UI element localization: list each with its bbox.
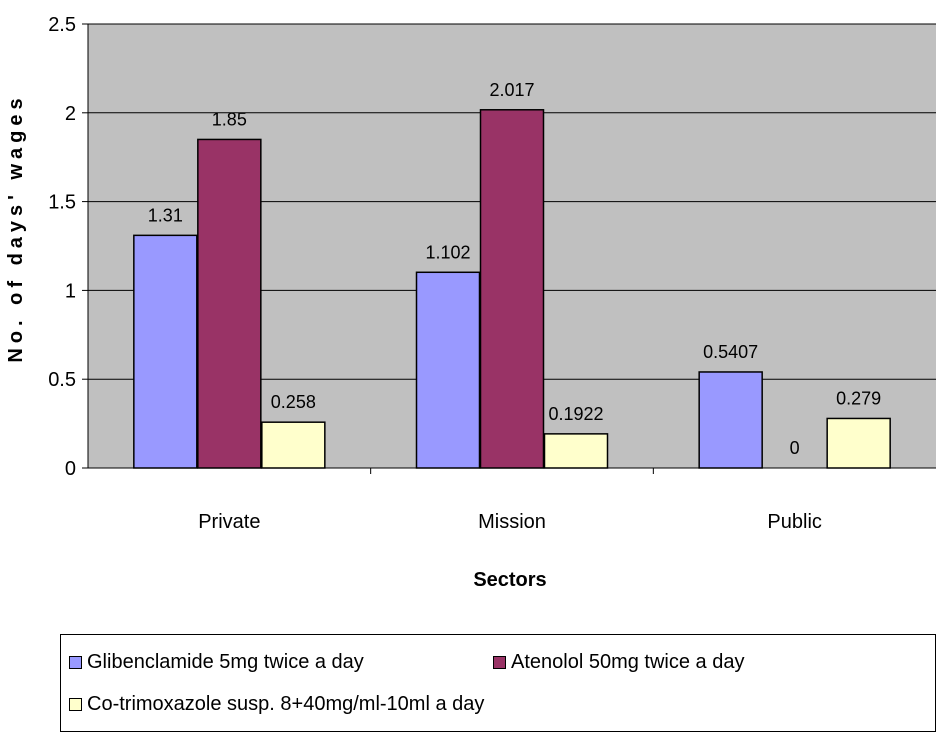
- data-label: 0.279: [836, 388, 881, 408]
- data-label: 2.017: [489, 80, 534, 100]
- bar: [415, 271, 481, 469]
- y-axis-ticks: 0 0.5 1 1.5 2 2.5: [48, 14, 88, 480]
- legend-item: Co-trimoxazole susp. 8+40mg/ml-10ml a da…: [69, 693, 484, 716]
- data-label: 0.258: [271, 392, 316, 412]
- y-tick-label: 2.5: [48, 14, 76, 36]
- legend: Glibenclamide 5mg twice a day Atenolol 50…: [60, 634, 936, 732]
- bar-chart: 00.511.522.5 Private Mission Public 1.311.…: [5, 14, 936, 591]
- legend-label: Glibenclamide 5mg twice a day: [87, 651, 364, 673]
- bar: [197, 138, 262, 469]
- data-label: 1.102: [425, 242, 470, 262]
- y-tick-label: 1.5: [48, 192, 76, 214]
- bar: [133, 234, 198, 469]
- x-tick-label: Public: [767, 511, 821, 533]
- legend-label: Atenolol 50mg twice a day: [511, 651, 745, 673]
- legend-swatch: [69, 656, 82, 669]
- bar: [698, 371, 763, 469]
- legend-swatch: [69, 698, 82, 711]
- legend-swatch: [493, 656, 506, 669]
- x-tick-label: Private: [198, 511, 260, 533]
- bar: [261, 421, 326, 469]
- data-label: 1.31: [148, 205, 183, 225]
- legend-item: Glibenclamide 5mg twice a day: [69, 651, 364, 674]
- data-label: 0.1922: [548, 404, 603, 424]
- data-labels: 1.31 1.85 0.258 1.102 2.017 0.1922 0.5407 0 0.27…: [148, 80, 881, 458]
- y-axis-title: No. of days' wages: [5, 93, 27, 362]
- legend-item: Atenolol 50mg twice a day: [493, 651, 744, 674]
- bars: [133, 109, 891, 469]
- x-tick-label: Mission: [478, 511, 546, 533]
- x-axis-ticks: Private Mission Public: [198, 468, 822, 533]
- data-label: 1.85: [212, 109, 247, 129]
- y-tick-label: 1: [65, 280, 76, 302]
- y-tick-label: 0: [65, 458, 76, 480]
- bar: [826, 417, 891, 469]
- data-label: 0: [790, 438, 800, 458]
- bar: [543, 433, 609, 469]
- y-tick-label: 2: [65, 103, 76, 125]
- bar: [479, 109, 545, 469]
- legend-label: Co-trimoxazole susp. 8+40mg/ml-10ml a da…: [87, 693, 485, 715]
- data-label: 0.5407: [703, 342, 758, 362]
- x-axis-title: Sectors: [473, 569, 546, 591]
- y-tick-label: 0.5: [48, 369, 76, 391]
